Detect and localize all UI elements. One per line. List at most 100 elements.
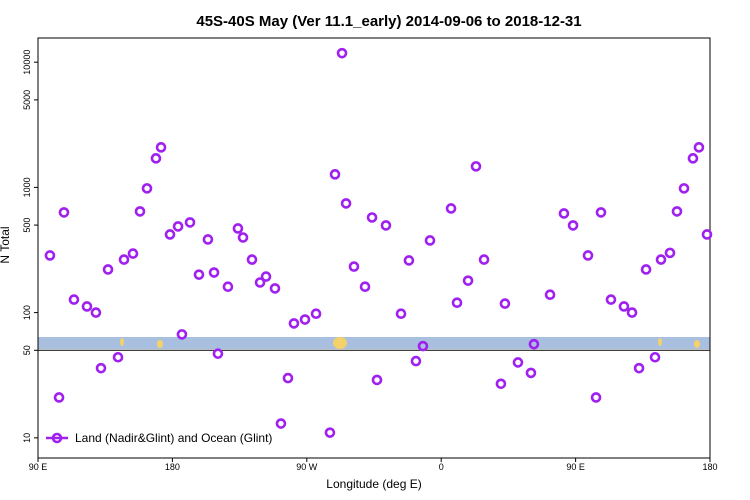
point [687, 153, 699, 164]
point [155, 142, 167, 153]
chart-title: 45S-40S May (Ver 11.1_early) 2014-09-06 … [196, 13, 581, 30]
point [68, 294, 80, 305]
y-tick-label: 10000 [22, 50, 32, 75]
point [246, 254, 258, 265]
point [499, 298, 511, 309]
point [254, 277, 266, 288]
point [395, 308, 407, 320]
point [150, 153, 162, 164]
point [640, 264, 652, 275]
point [324, 427, 336, 438]
x-tick-label: 0 [439, 462, 444, 472]
point [655, 254, 667, 265]
point [95, 362, 107, 374]
point [112, 351, 124, 363]
land-spot [694, 340, 700, 348]
point [193, 269, 205, 280]
point [118, 254, 130, 265]
land-spot [157, 340, 163, 348]
y-tick-label: 1000 [22, 177, 32, 197]
point [424, 235, 436, 246]
point [417, 340, 429, 352]
point [633, 362, 645, 374]
point [58, 207, 70, 218]
point [605, 294, 617, 305]
point [127, 248, 139, 259]
point [671, 206, 683, 217]
y-axis-label: N Total [0, 226, 12, 263]
land-spots [120, 337, 700, 349]
point [590, 392, 602, 403]
point [81, 301, 93, 312]
point [172, 221, 184, 232]
point [701, 229, 713, 240]
point [134, 206, 146, 217]
point [329, 169, 341, 180]
plot-frame [37, 37, 711, 459]
point [53, 392, 65, 403]
point [462, 275, 474, 286]
land-spot [658, 338, 662, 346]
point [693, 142, 705, 153]
y-tick-label: 10 [22, 433, 32, 443]
point [678, 183, 690, 194]
point [359, 281, 371, 293]
point [618, 301, 630, 312]
point [275, 418, 287, 429]
point [336, 47, 348, 59]
point [582, 250, 594, 261]
point [44, 250, 56, 261]
point [164, 229, 176, 240]
point [403, 255, 415, 266]
point [102, 264, 114, 275]
point [649, 351, 661, 363]
point [269, 283, 281, 294]
point [410, 355, 422, 367]
point [340, 198, 352, 209]
y-tick-label: 500 [22, 218, 32, 233]
point [260, 271, 272, 282]
point [208, 267, 220, 278]
point [626, 307, 638, 318]
point [445, 203, 457, 214]
point [288, 318, 300, 329]
land-spot [333, 337, 347, 349]
point [371, 374, 383, 386]
point [558, 208, 570, 219]
point [567, 220, 579, 231]
y-tick-label: 5000 [22, 90, 32, 110]
point [232, 223, 244, 234]
point [310, 308, 322, 320]
point [184, 217, 196, 228]
x-tick-label: 90 W [296, 462, 318, 472]
point [544, 289, 556, 301]
point [451, 297, 463, 308]
point [212, 348, 224, 359]
point [299, 314, 311, 325]
point [478, 254, 490, 265]
point [366, 212, 378, 223]
x-tick-label: 90 E [29, 462, 48, 472]
point [237, 232, 249, 243]
point [141, 183, 153, 194]
y-tick-label: 50 [22, 345, 32, 355]
point [222, 281, 234, 293]
point [380, 220, 392, 231]
x-tick-label: 180 [702, 462, 717, 472]
point [176, 329, 188, 340]
x-tick-label: 180 [165, 462, 180, 472]
point [512, 357, 524, 368]
y-tick-label: 100 [22, 305, 32, 320]
legend-marker [51, 432, 63, 444]
x-axis-label: Longitude (deg E) [326, 477, 421, 491]
point [470, 161, 482, 172]
map-band [38, 337, 710, 349]
point [525, 367, 537, 379]
point [348, 261, 360, 272]
point [664, 247, 676, 259]
point [495, 378, 507, 390]
point [595, 207, 607, 218]
land-spot [120, 338, 124, 346]
